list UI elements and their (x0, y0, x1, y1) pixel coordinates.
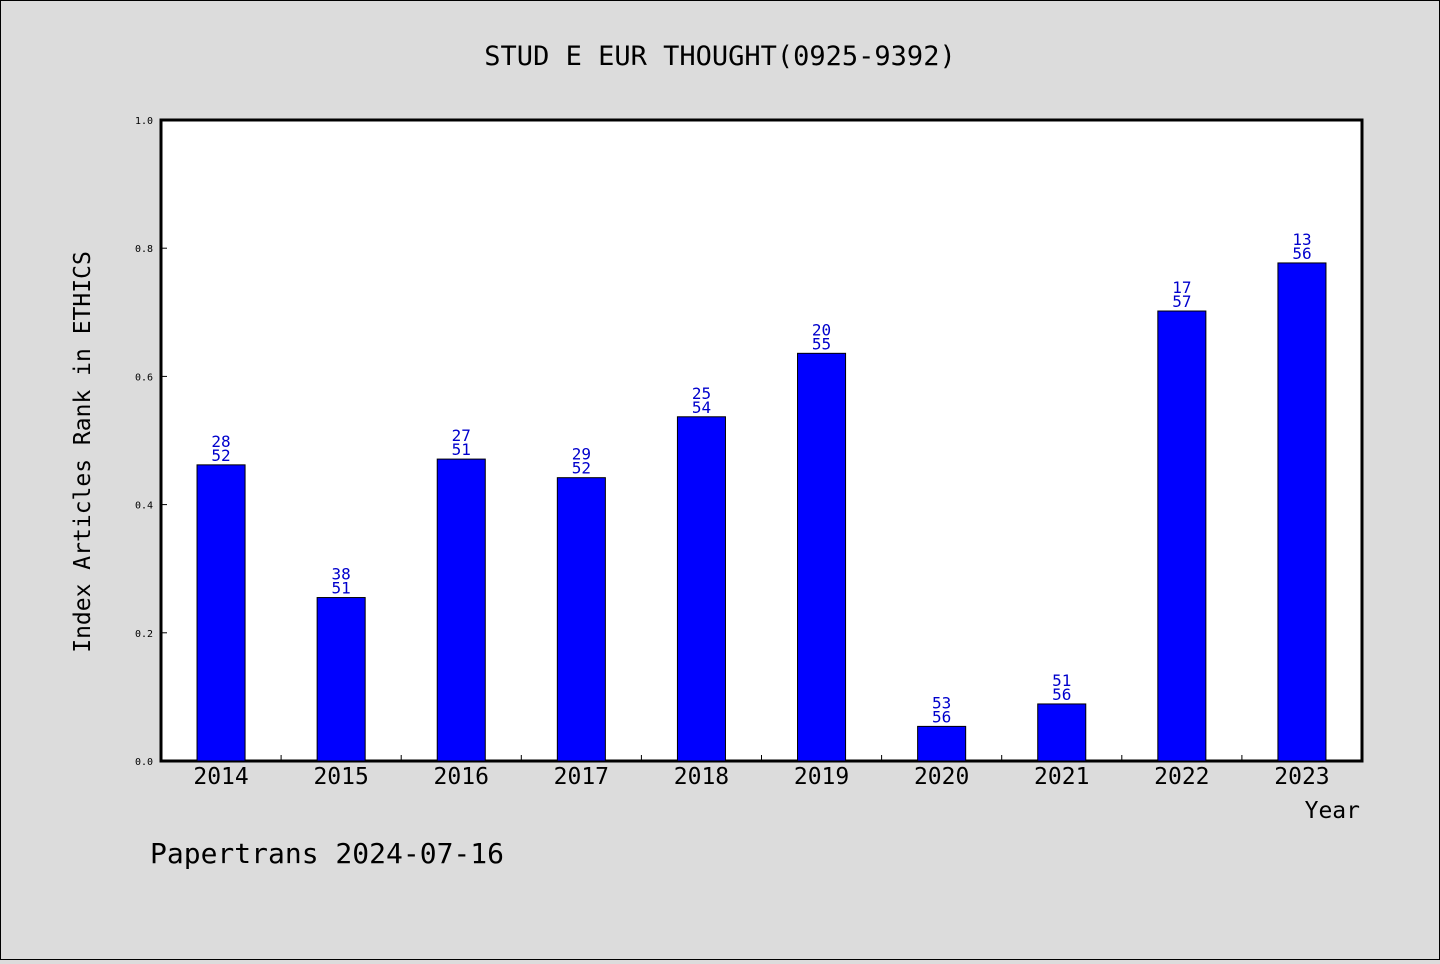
bar-label-total: 52 (572, 459, 591, 478)
bar-label-total: 54 (692, 398, 711, 417)
x-tick-label: 2019 (794, 764, 849, 790)
x-axis-label: Year (1305, 798, 1360, 824)
x-tick-label: 2022 (1154, 764, 1209, 790)
bar-label-total: 56 (932, 707, 951, 726)
bar-2021 (1037, 703, 1087, 762)
bar-label-rank: 27 (452, 426, 471, 445)
bar-2016 (436, 458, 486, 762)
x-tick-label: 2021 (1034, 764, 1089, 790)
bar-label-rank: 38 (332, 565, 351, 584)
y-tick-label: 1.0 (135, 116, 153, 127)
x-tick-label: 2016 (434, 764, 489, 790)
x-tick-label: 2017 (554, 764, 609, 790)
x-tick-label: 2023 (1274, 764, 1329, 790)
bar-2023 (1277, 262, 1327, 762)
bar-label-rank: 53 (932, 693, 951, 712)
bar-2014 (196, 464, 246, 762)
bar-label-rank: 20 (812, 320, 831, 339)
footer-text: Papertrans 2024-07-16 (150, 837, 504, 870)
x-axis: 2014 2015 2016 2017 2018 2019 2020 2021 2022 2023 (193, 755, 1330, 790)
bar-2019 (797, 352, 847, 762)
bar-label-total: 56 (1052, 685, 1071, 704)
bar-2017 (556, 477, 606, 762)
bar-label-rank: 51 (1052, 671, 1071, 690)
bar-label-total: 55 (812, 334, 831, 353)
y-tick-label: 0.2 (135, 629, 153, 640)
y-tick-label: 0.0 (135, 757, 153, 768)
x-tick-label: 2015 (313, 764, 368, 790)
y-axis-label: Index Articles Rank in ETHICS (70, 251, 96, 653)
bar-2020 (917, 725, 967, 762)
bar-label-total: 52 (211, 446, 230, 465)
y-tick-label: 0.6 (135, 372, 153, 383)
bar-label-total: 56 (1292, 244, 1311, 263)
y-axis: 0.0 0.2 0.4 0.6 0.8 1.0 (135, 116, 167, 768)
bar-label-total: 57 (1172, 292, 1191, 311)
x-tick-label: 2020 (914, 764, 969, 790)
bar-2015 (316, 597, 366, 762)
bar-2022 (1157, 310, 1207, 762)
bar-label-rank: 25 (692, 384, 711, 403)
bar-label-total: 51 (452, 440, 471, 459)
bar-label-rank: 13 (1292, 230, 1311, 249)
bar-label-rank: 29 (572, 445, 591, 464)
bar-label-rank: 28 (211, 432, 230, 451)
x-tick-label: 2018 (674, 764, 729, 790)
chart-title: STUD E EUR THOUGHT(0925-9392) (484, 41, 955, 72)
y-tick-label: 0.4 (135, 501, 153, 512)
x-tick-label: 2014 (193, 764, 248, 790)
bar-label-total: 51 (332, 579, 351, 598)
bar-label-rank: 17 (1172, 278, 1191, 297)
bar-2018 (676, 416, 726, 762)
y-tick-label: 0.8 (135, 244, 153, 255)
bars (196, 262, 1327, 762)
